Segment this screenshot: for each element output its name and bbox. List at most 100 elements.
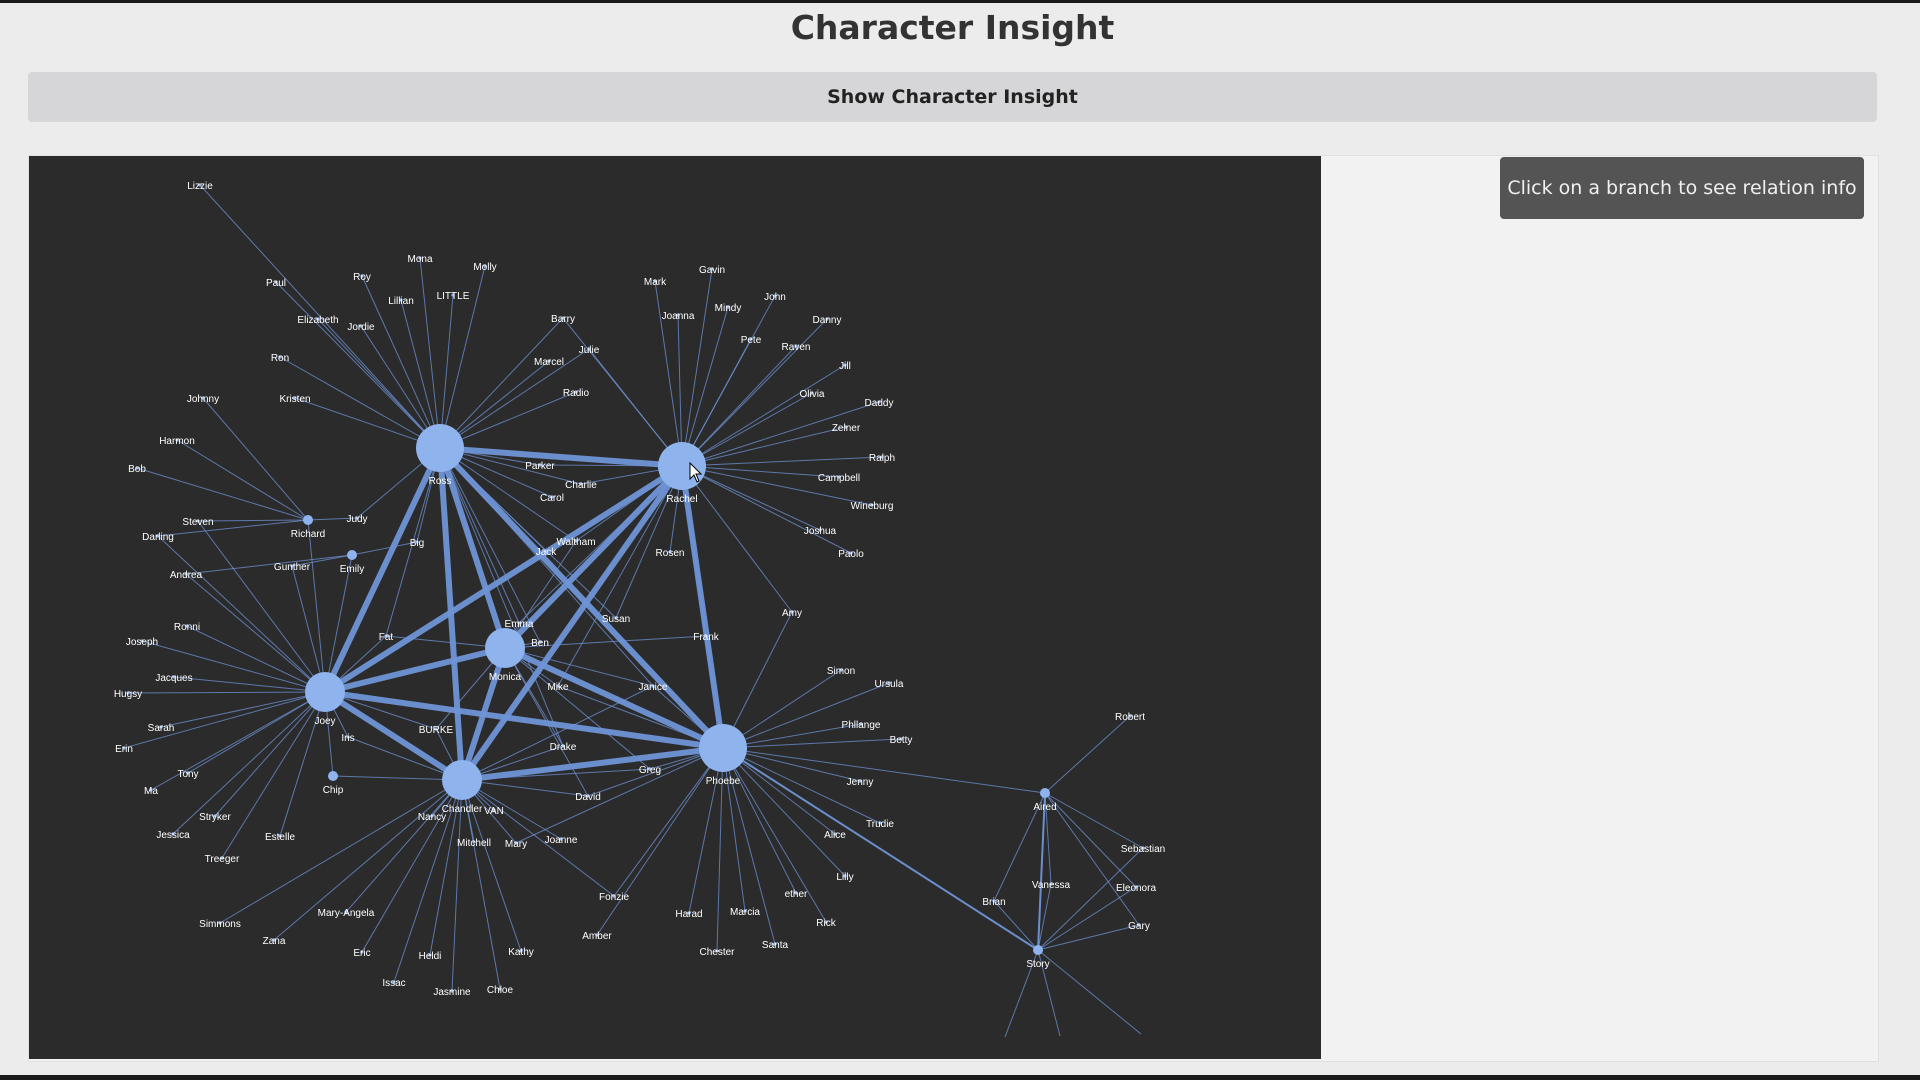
node-darling[interactable]: [156, 534, 160, 538]
edge-story-vanessa[interactable]: [1037, 883, 1052, 951]
edge-aired-eleonora[interactable]: [1044, 792, 1137, 888]
node-joshua[interactable]: [818, 528, 822, 532]
node-molly[interactable]: [483, 264, 487, 268]
node-jack[interactable]: [544, 549, 548, 553]
edge-chandler-david[interactable]: [461, 779, 589, 797]
edge-rachel-pete[interactable]: [681, 338, 752, 467]
node-ross[interactable]: [416, 424, 464, 472]
node-daddy[interactable]: [877, 400, 881, 404]
edge-ross-joey[interactable]: [322, 446, 443, 694]
node-gunther[interactable]: [290, 564, 294, 568]
node-phllange[interactable]: [859, 722, 863, 726]
node-radio[interactable]: [574, 390, 578, 394]
edge-joey-steven[interactable]: [197, 520, 326, 693]
node-iris[interactable]: [346, 735, 350, 739]
node-elizabeth[interactable]: [316, 317, 320, 321]
node-kathy[interactable]: [519, 949, 523, 953]
edge-rachel-joshua[interactable]: [681, 465, 821, 531]
node-chip[interactable]: [328, 771, 338, 781]
node-susan[interactable]: [614, 616, 618, 620]
edge-rachel-mark[interactable]: [654, 280, 683, 467]
node-marcel[interactable]: [547, 359, 551, 363]
node-little[interactable]: [451, 293, 455, 297]
node-jacques[interactable]: [172, 675, 176, 679]
node-sebastian[interactable]: [1141, 846, 1145, 850]
edge-rachel-danny[interactable]: [681, 318, 828, 467]
edge-rachel-wineburg[interactable]: [681, 465, 873, 506]
edge-chandler-issac[interactable]: [393, 779, 463, 983]
node-joanna[interactable]: [676, 313, 680, 317]
edge-phoebe-chester[interactable]: [716, 747, 724, 952]
node-trudie[interactable]: [878, 821, 882, 825]
edge-rachel-gavin[interactable]: [681, 268, 713, 467]
edge-rachel-daddy[interactable]: [681, 401, 880, 467]
edge-rachel-joey[interactable]: [323, 463, 684, 695]
node-mitchell[interactable]: [472, 840, 476, 844]
node-jill[interactable]: [843, 363, 847, 367]
node-mona[interactable]: [418, 256, 422, 260]
node-amber[interactable]: [595, 933, 599, 937]
edge-rachel-zelner[interactable]: [681, 426, 847, 467]
edge-ross-phoebe[interactable]: [437, 445, 726, 751]
edge-chandler-fonzie[interactable]: [461, 779, 615, 897]
edge-joey-ronni[interactable]: [186, 625, 326, 693]
relationship-network-graph[interactable]: Ross Rachel Monica Joey Chandler Phoebe Richar…: [29, 156, 1321, 1059]
edge-aired-sebastian[interactable]: [1044, 792, 1144, 849]
edge-joey-erin[interactable]: [123, 691, 326, 749]
node-john[interactable]: [773, 294, 777, 298]
edge-joey-joseph[interactable]: [141, 640, 326, 693]
node-chandler[interactable]: [442, 760, 482, 800]
edge-chandler-mary-angela[interactable]: [345, 779, 463, 913]
edge-aired-story[interactable]: [1037, 792, 1046, 951]
edge-rachel-julie[interactable]: [588, 348, 683, 467]
node-waltham[interactable]: [574, 539, 578, 543]
edge-monica-janice[interactable]: [504, 647, 654, 687]
node-jenny[interactable]: [858, 779, 862, 783]
node-hugsy[interactable]: [126, 691, 130, 695]
node-gavin[interactable]: [710, 267, 714, 271]
edge-ross-jordie[interactable]: [360, 325, 441, 449]
node-santa[interactable]: [773, 942, 777, 946]
node-olivia[interactable]: [810, 391, 814, 395]
node-mary-angela[interactable]: [344, 910, 348, 914]
edge-ross-emma[interactable]: [439, 447, 520, 624]
node-paolo[interactable]: [849, 551, 853, 555]
edge-chandler-eric[interactable]: [361, 779, 463, 953]
edge-ross-waltham[interactable]: [439, 447, 577, 542]
edge-aired-vanessa[interactable]: [1044, 792, 1052, 885]
edge-ross-roy[interactable]: [361, 275, 441, 449]
edge-ross-mona[interactable]: [419, 257, 441, 449]
edge-richard-darling[interactable]: [157, 519, 309, 537]
node-heldi[interactable]: [428, 953, 432, 957]
edge-joey-jessica[interactable]: [172, 691, 326, 835]
node-tony[interactable]: [186, 771, 190, 775]
network-graph-canvas[interactable]: Ross Rachel Monica Joey Chandler Phoebe Richar…: [29, 156, 1321, 1059]
edge-emily-gunther[interactable]: [291, 554, 353, 567]
node-simmons[interactable]: [218, 921, 222, 925]
node-phoebe[interactable]: [699, 724, 747, 772]
edge-joey-chandler[interactable]: [323, 689, 464, 783]
node-marcia[interactable]: [743, 909, 747, 913]
edge-phoebe-story[interactable]: [722, 747, 1039, 951]
edge-phoebe-santa[interactable]: [722, 747, 776, 945]
node-ma[interactable]: [149, 788, 153, 792]
edge-joey-andrea[interactable]: [185, 573, 326, 693]
node-roy[interactable]: [360, 274, 364, 278]
edge-joey-phoebe[interactable]: [324, 689, 724, 751]
edge-rachel-campbell[interactable]: [681, 465, 840, 478]
node-betty[interactable]: [899, 737, 903, 741]
edge-chandler-iris[interactable]: [347, 736, 463, 781]
edge-rachel-mike[interactable]: [557, 465, 683, 687]
node-wineburg[interactable]: [870, 503, 874, 507]
node-richard[interactable]: [303, 515, 313, 525]
edge-aired-gary[interactable]: [1044, 792, 1140, 926]
edge-joey-richard[interactable]: [307, 519, 326, 693]
node-mark[interactable]: [653, 279, 657, 283]
node-gary[interactable]: [1137, 923, 1141, 927]
node-joseph[interactable]: [140, 639, 144, 643]
edge-emily-big[interactable]: [351, 541, 418, 556]
edge-chandler-zana[interactable]: [273, 779, 463, 941]
node-andrea[interactable]: [184, 572, 188, 576]
node-lizzie[interactable]: [198, 183, 202, 187]
edge-chandler-phoebe[interactable]: [461, 745, 724, 783]
